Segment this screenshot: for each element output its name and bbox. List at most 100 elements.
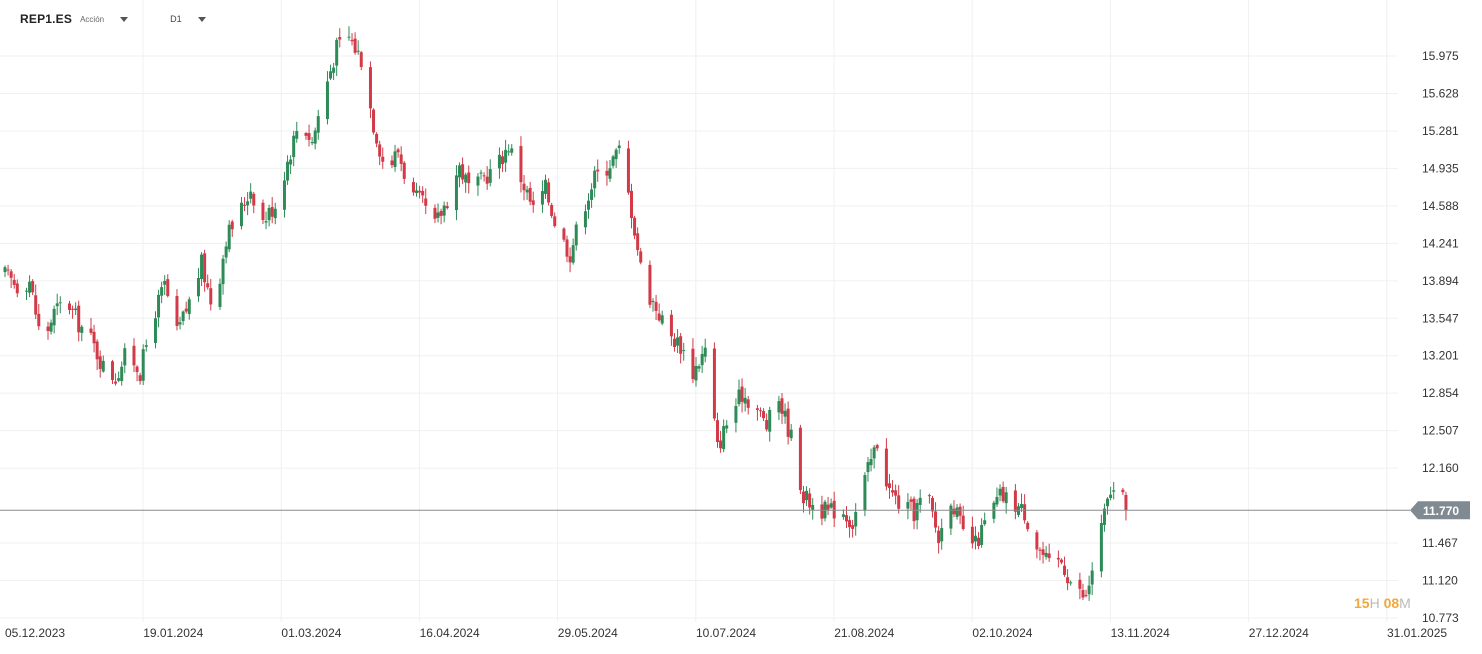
candle-body: [980, 524, 984, 545]
candle-body: [71, 308, 75, 310]
candle-body: [270, 206, 274, 217]
candle: [682, 342, 686, 361]
candle: [1020, 493, 1024, 512]
candle: [866, 457, 870, 482]
candle-body: [458, 165, 462, 178]
candle: [504, 139, 508, 172]
candle: [239, 196, 243, 230]
candle: [359, 51, 363, 71]
candle: [676, 329, 680, 353]
candle-body: [1078, 579, 1082, 589]
candle-body: [488, 169, 492, 183]
candle: [983, 512, 987, 526]
candle-body: [501, 156, 505, 165]
last-price-tag: [1410, 501, 1470, 520]
candle-body: [368, 67, 372, 109]
candle: [525, 185, 529, 200]
candle-body: [95, 341, 99, 360]
candle: [832, 491, 836, 528]
candle-body: [1106, 498, 1110, 507]
candle: [485, 166, 489, 190]
timeframe-selector[interactable]: D1: [170, 14, 182, 24]
candle-body: [34, 295, 38, 315]
candle-body: [590, 189, 594, 200]
candle-body: [955, 507, 959, 517]
candle-body: [49, 322, 53, 332]
candle-body: [934, 511, 938, 528]
candle-body: [415, 190, 419, 194]
candle: [101, 355, 105, 373]
x-tick-label: 13.11.2024: [1111, 626, 1170, 640]
candle-body: [906, 501, 910, 509]
candle: [510, 144, 514, 156]
candle-body: [854, 512, 858, 527]
candle-body: [184, 308, 188, 312]
candle-body: [768, 410, 772, 432]
candle-body: [676, 337, 680, 346]
candle: [175, 289, 179, 331]
candle-body: [396, 149, 400, 153]
candle-body: [626, 148, 630, 193]
candle: [737, 379, 741, 407]
candle-body: [421, 191, 425, 196]
price-axis[interactable]: 15.975 15.628 15.281 14.935 14.588 14.241 13.8…: [1422, 49, 1459, 625]
candle: [9, 269, 13, 288]
candle-body: [531, 200, 535, 205]
candle: [593, 166, 597, 198]
candle: [651, 298, 655, 312]
candle: [519, 136, 523, 193]
timeframe-dropdown-icon[interactable]: [197, 16, 206, 22]
candle: [353, 32, 357, 55]
candle: [181, 310, 185, 326]
candle-body: [562, 228, 566, 240]
candle: [270, 197, 274, 224]
candle: [206, 274, 210, 290]
candle-body: [338, 37, 342, 40]
candle: [295, 121, 299, 143]
candle: [897, 485, 901, 514]
candle-body: [547, 182, 551, 203]
candle-body: [805, 490, 809, 501]
candle: [98, 350, 102, 378]
time-axis[interactable]: 05.12.2023 19.01.2024 01.03.2024 16.04.2024…: [5, 626, 1447, 640]
candle: [218, 278, 222, 310]
candle: [350, 33, 354, 46]
candle: [1004, 486, 1008, 514]
candle-body: [479, 172, 483, 174]
countdown-minutes-unit: M: [1399, 595, 1411, 611]
candle-body: [583, 211, 587, 228]
candle-body: [682, 350, 686, 352]
candle-body: [350, 39, 354, 42]
candle-body: [679, 336, 683, 354]
candle: [630, 183, 634, 229]
candle-body: [52, 308, 56, 326]
candle: [565, 235, 569, 263]
candle-body: [958, 506, 962, 516]
candle: [372, 108, 376, 135]
candle: [304, 131, 308, 140]
candle-body: [110, 361, 114, 380]
candle-body: [633, 217, 637, 236]
candle-body: [1084, 595, 1088, 597]
candle-body: [58, 302, 62, 304]
y-tick-label: 13.201: [1422, 349, 1459, 363]
candle: [755, 404, 759, 421]
candle-body: [648, 264, 652, 305]
candle: [937, 525, 941, 554]
candle: [725, 420, 729, 434]
candle: [1001, 481, 1005, 504]
candle-body: [89, 328, 93, 333]
candle: [906, 493, 910, 520]
candle: [715, 412, 719, 448]
candle: [596, 159, 600, 182]
candle-body: [411, 182, 415, 193]
candle-body: [507, 151, 511, 153]
symbol-dropdown-icon[interactable]: [120, 16, 129, 22]
candle: [758, 407, 762, 417]
candle: [587, 193, 591, 219]
symbol-name: REP1.ES: [20, 12, 73, 26]
candle: [1078, 572, 1082, 600]
countdown-hours: 15: [1354, 595, 1370, 611]
